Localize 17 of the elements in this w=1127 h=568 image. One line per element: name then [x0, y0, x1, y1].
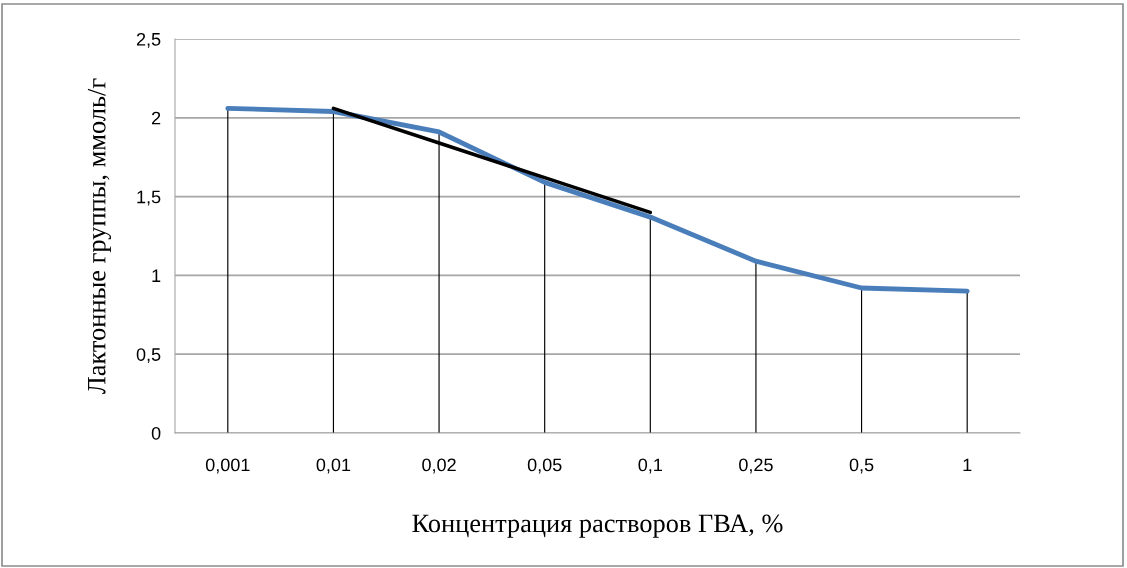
y-tick-label: 2 [151, 111, 161, 125]
y-tick-label: 2,5 [136, 32, 161, 48]
x-tick-label: 0,1 [638, 458, 662, 474]
y-axis-title: Лактонные группы, ммоль/г [87, 78, 112, 394]
x-tick-label: 0,5 [849, 458, 874, 474]
x-tick-label: 1 [963, 458, 972, 472]
y-tick-label: 1,5 [137, 190, 161, 206]
x-tick-label: 0,01 [316, 458, 351, 474]
x-tick-label: 0,05 [527, 458, 562, 474]
x-tick-label: 0,001 [205, 458, 250, 474]
x-tick-label: 0,02 [422, 458, 456, 474]
x-tick-label: 0,25 [739, 458, 773, 474]
y-tick-label: 0,5 [136, 348, 161, 364]
y-tick-label: 0 [151, 426, 161, 440]
x-axis-title: Концентрация растворов ГВА, % [412, 514, 783, 538]
line-series [225, 105, 970, 294]
y-tick-label: 1 [152, 269, 161, 282]
